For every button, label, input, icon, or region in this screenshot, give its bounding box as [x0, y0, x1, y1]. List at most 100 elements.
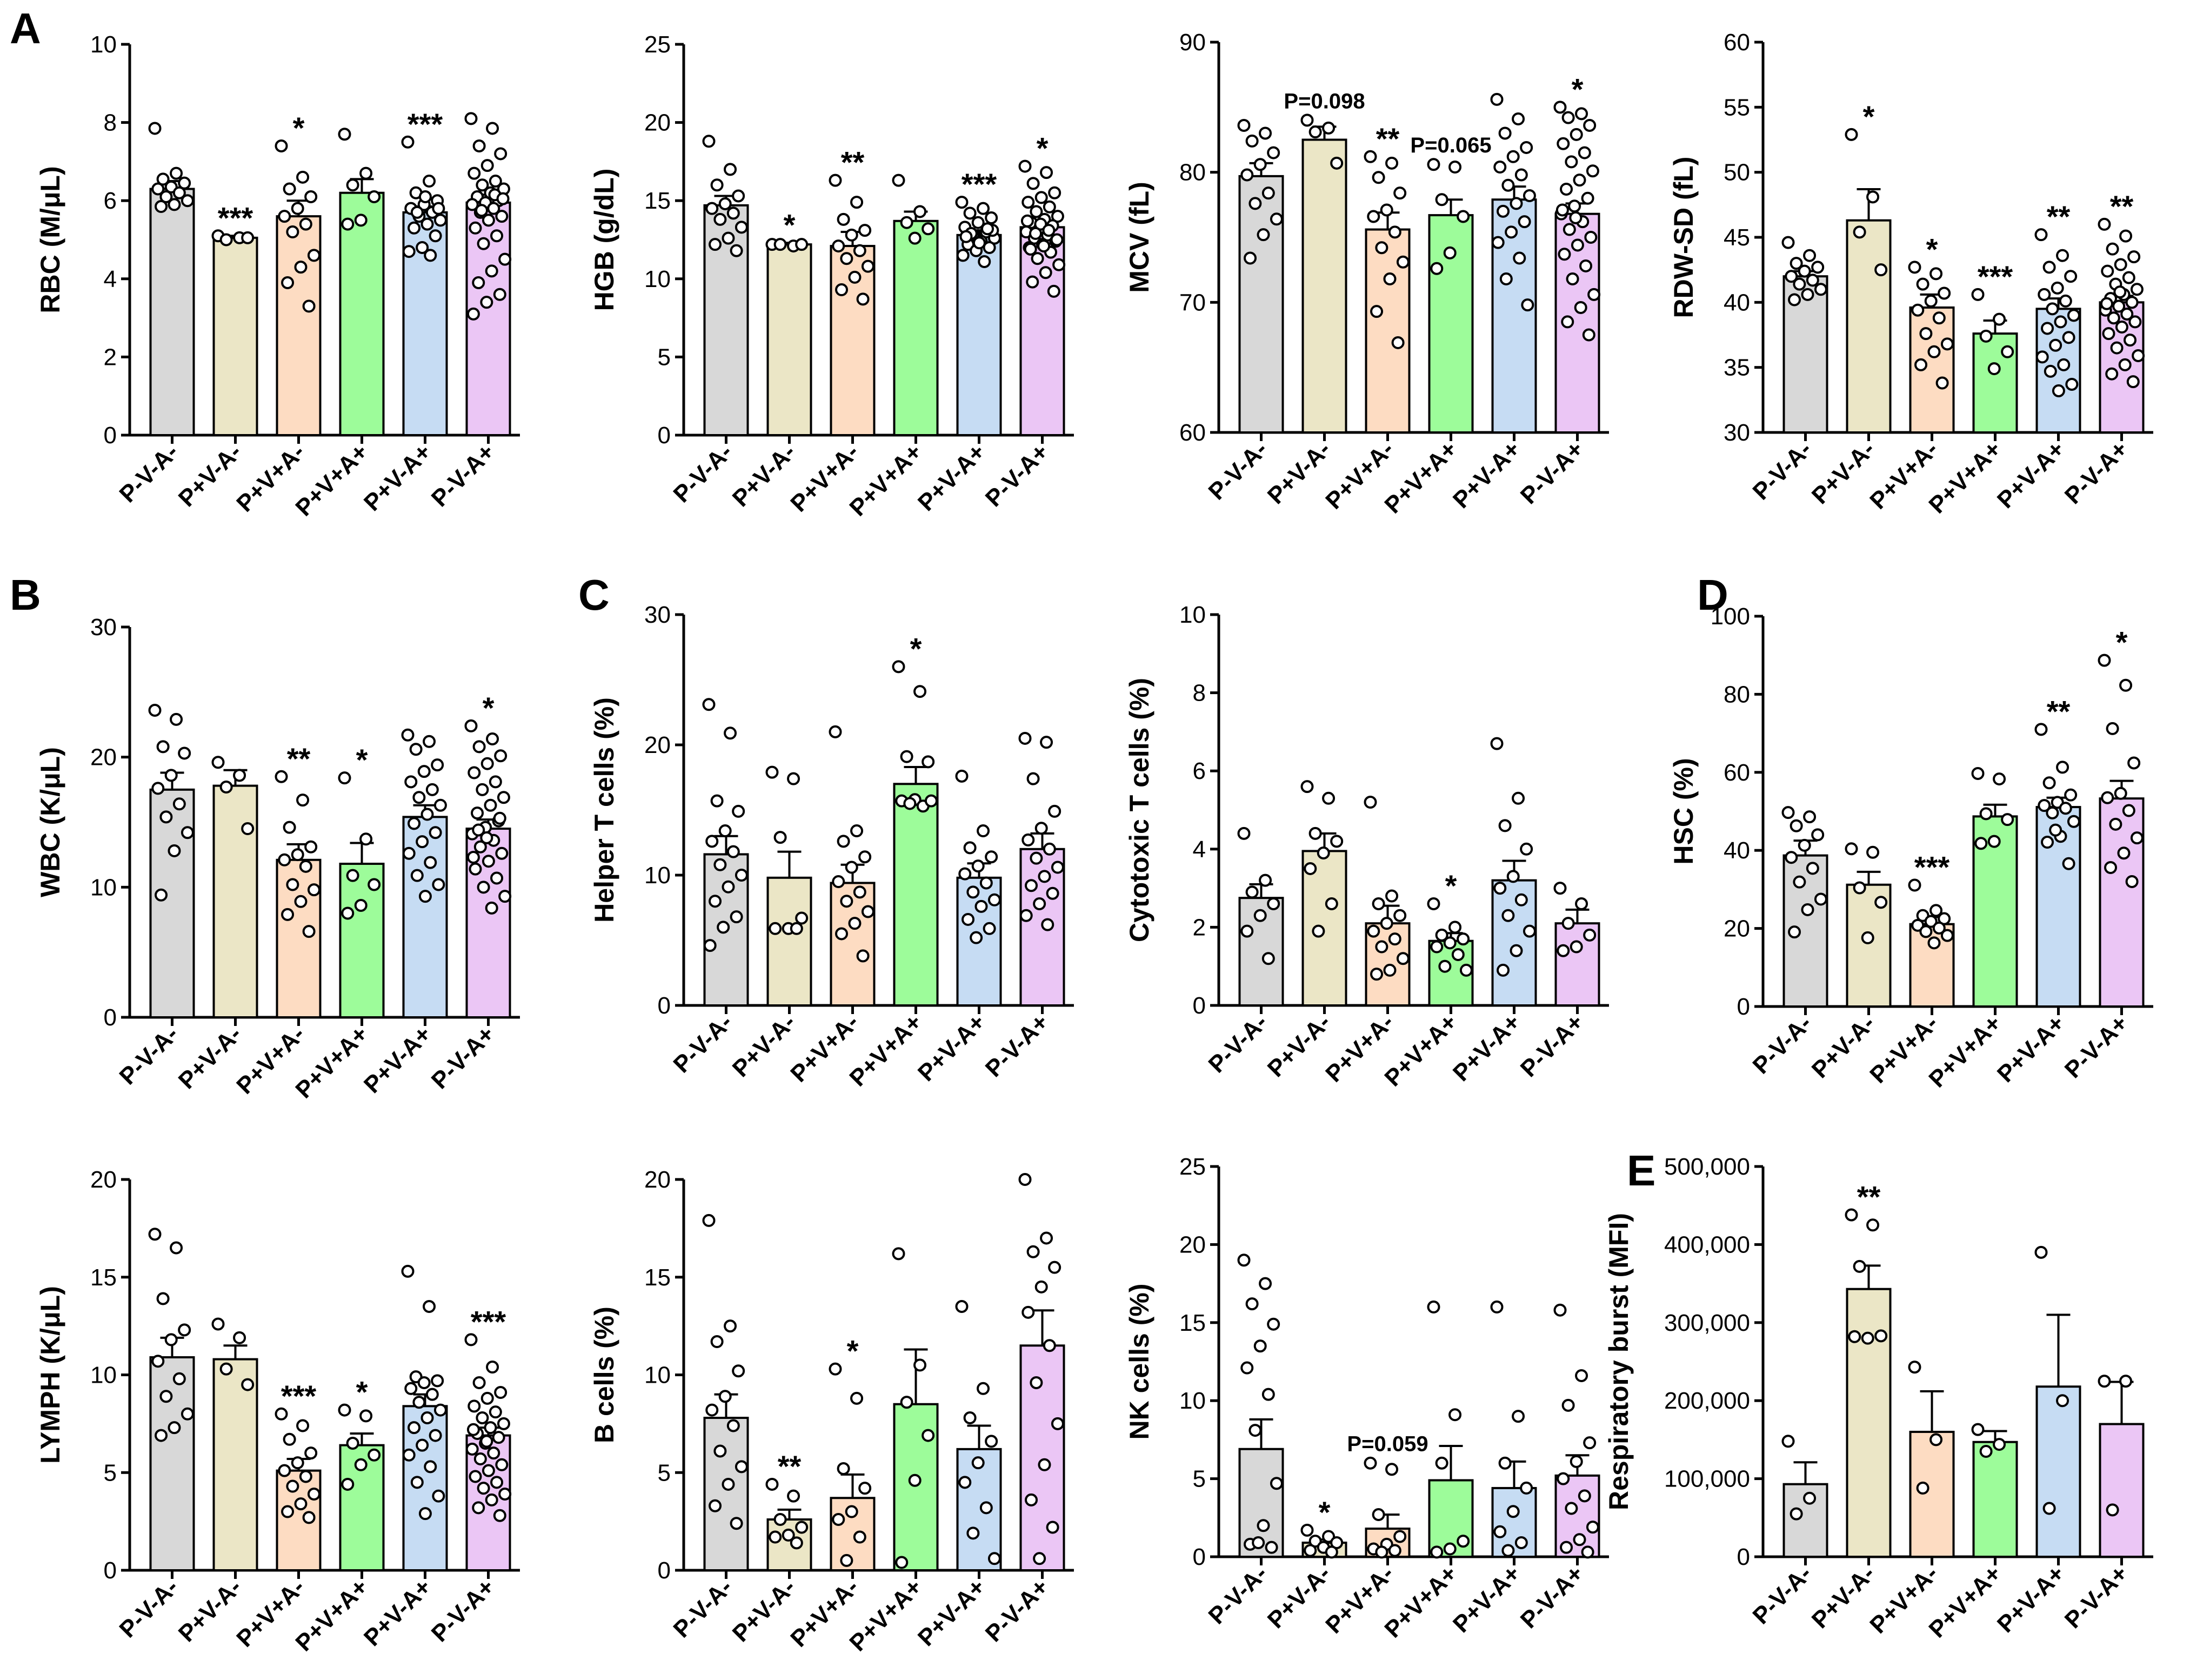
data-point [1557, 1472, 1570, 1485]
data-point [1261, 1388, 1275, 1401]
data-point [1866, 845, 1880, 859]
data-point [296, 794, 310, 807]
data-point [987, 1552, 1001, 1565]
data-point [963, 841, 977, 855]
y-tick-label: 2 [1193, 914, 1206, 941]
data-point [790, 922, 803, 935]
data-point [2056, 249, 2069, 262]
data-point [790, 1536, 803, 1550]
p-value-label: P=0.059 [1347, 1432, 1428, 1456]
significance-label: *** [218, 201, 253, 235]
data-point [2127, 756, 2141, 770]
data-point [1435, 193, 1448, 206]
data-point [1581, 1545, 1594, 1559]
data-point [473, 1452, 487, 1465]
y-axis-label: RBC (M/μL) [35, 166, 65, 313]
panel-letter-d: D [1697, 571, 1728, 619]
data-point [296, 1419, 310, 1432]
data-point [1240, 168, 1254, 182]
data-point [494, 147, 508, 161]
data-point [1929, 1433, 1943, 1446]
data-point [2042, 776, 2056, 790]
data-point [718, 197, 732, 210]
data-point [275, 1407, 288, 1421]
data-point [477, 237, 490, 250]
data-point [730, 244, 743, 257]
data-point [433, 214, 447, 227]
data-point [2001, 813, 2014, 826]
data-point [1490, 737, 1504, 750]
data-point [368, 878, 381, 891]
data-point [1039, 266, 1052, 279]
data-point [1512, 791, 1525, 805]
data-point [1261, 952, 1275, 965]
data-point [985, 1435, 998, 1448]
data-point [420, 808, 434, 821]
data-point [795, 911, 809, 925]
data-point [2067, 815, 2080, 828]
y-tick-label: 6 [104, 188, 117, 214]
y-tick-label: 0 [1193, 992, 1206, 1019]
data-point [1308, 826, 1322, 840]
data-point [705, 202, 719, 215]
data-point [858, 850, 872, 864]
data-point [1372, 1508, 1385, 1522]
data-point [832, 1513, 845, 1526]
data-point [211, 1317, 225, 1331]
y-axis-label: NK cells (%) [1124, 1284, 1154, 1440]
significance-label: *** [408, 107, 443, 141]
data-point [155, 200, 168, 214]
data-point [724, 726, 737, 740]
data-point [1034, 191, 1048, 204]
y-tick-label: 2 [104, 344, 117, 370]
data-point [2119, 678, 2133, 692]
data-point [425, 1388, 439, 1401]
data-point [409, 743, 423, 756]
data-point [468, 166, 481, 180]
y-tick-label: 10 [1179, 1388, 1206, 1414]
data-point [1430, 940, 1444, 954]
data-point [490, 871, 504, 885]
data-point [466, 1423, 480, 1436]
data-point [2125, 296, 2139, 309]
data-point [850, 824, 864, 838]
y-tick-label: 0 [1737, 994, 1750, 1020]
data-point [709, 238, 722, 251]
data-point [1803, 1491, 1817, 1505]
data-point [471, 806, 484, 820]
data-point [2065, 377, 2079, 391]
data-point [219, 781, 233, 794]
data-point [2052, 384, 2065, 397]
data-point [2122, 804, 2135, 817]
data-point [1785, 851, 1798, 864]
data-point [1560, 1541, 1573, 1554]
data-point [845, 1505, 858, 1518]
data-point [286, 1479, 299, 1493]
bar-pposvposaneg [1909, 306, 1955, 434]
significance-label: * [356, 743, 368, 777]
data-point [1911, 918, 1925, 932]
y-tick-label: 60 [1724, 759, 1750, 786]
data-point [724, 1319, 737, 1333]
data-point [983, 922, 996, 935]
data-point [856, 292, 870, 306]
data-point [735, 869, 748, 882]
bar-pposvnegapos [1491, 879, 1537, 1007]
data-point [732, 804, 745, 818]
data-point [1506, 870, 1520, 883]
data-point [1317, 846, 1330, 860]
bar-pnegvnegapos [2099, 1423, 2145, 1558]
data-point [219, 1362, 233, 1376]
data-point [1553, 101, 1567, 114]
data-point [1793, 277, 1806, 291]
data-point [769, 922, 782, 935]
data-point [1030, 205, 1043, 218]
data-point [2119, 1375, 2133, 1388]
y-axis-label: Cytotoxic T cells (%) [1124, 678, 1154, 942]
data-point [1026, 1245, 1040, 1258]
data-point [922, 222, 935, 236]
data-point [795, 238, 809, 251]
data-point [1848, 1330, 1861, 1343]
data-point [1561, 917, 1575, 930]
